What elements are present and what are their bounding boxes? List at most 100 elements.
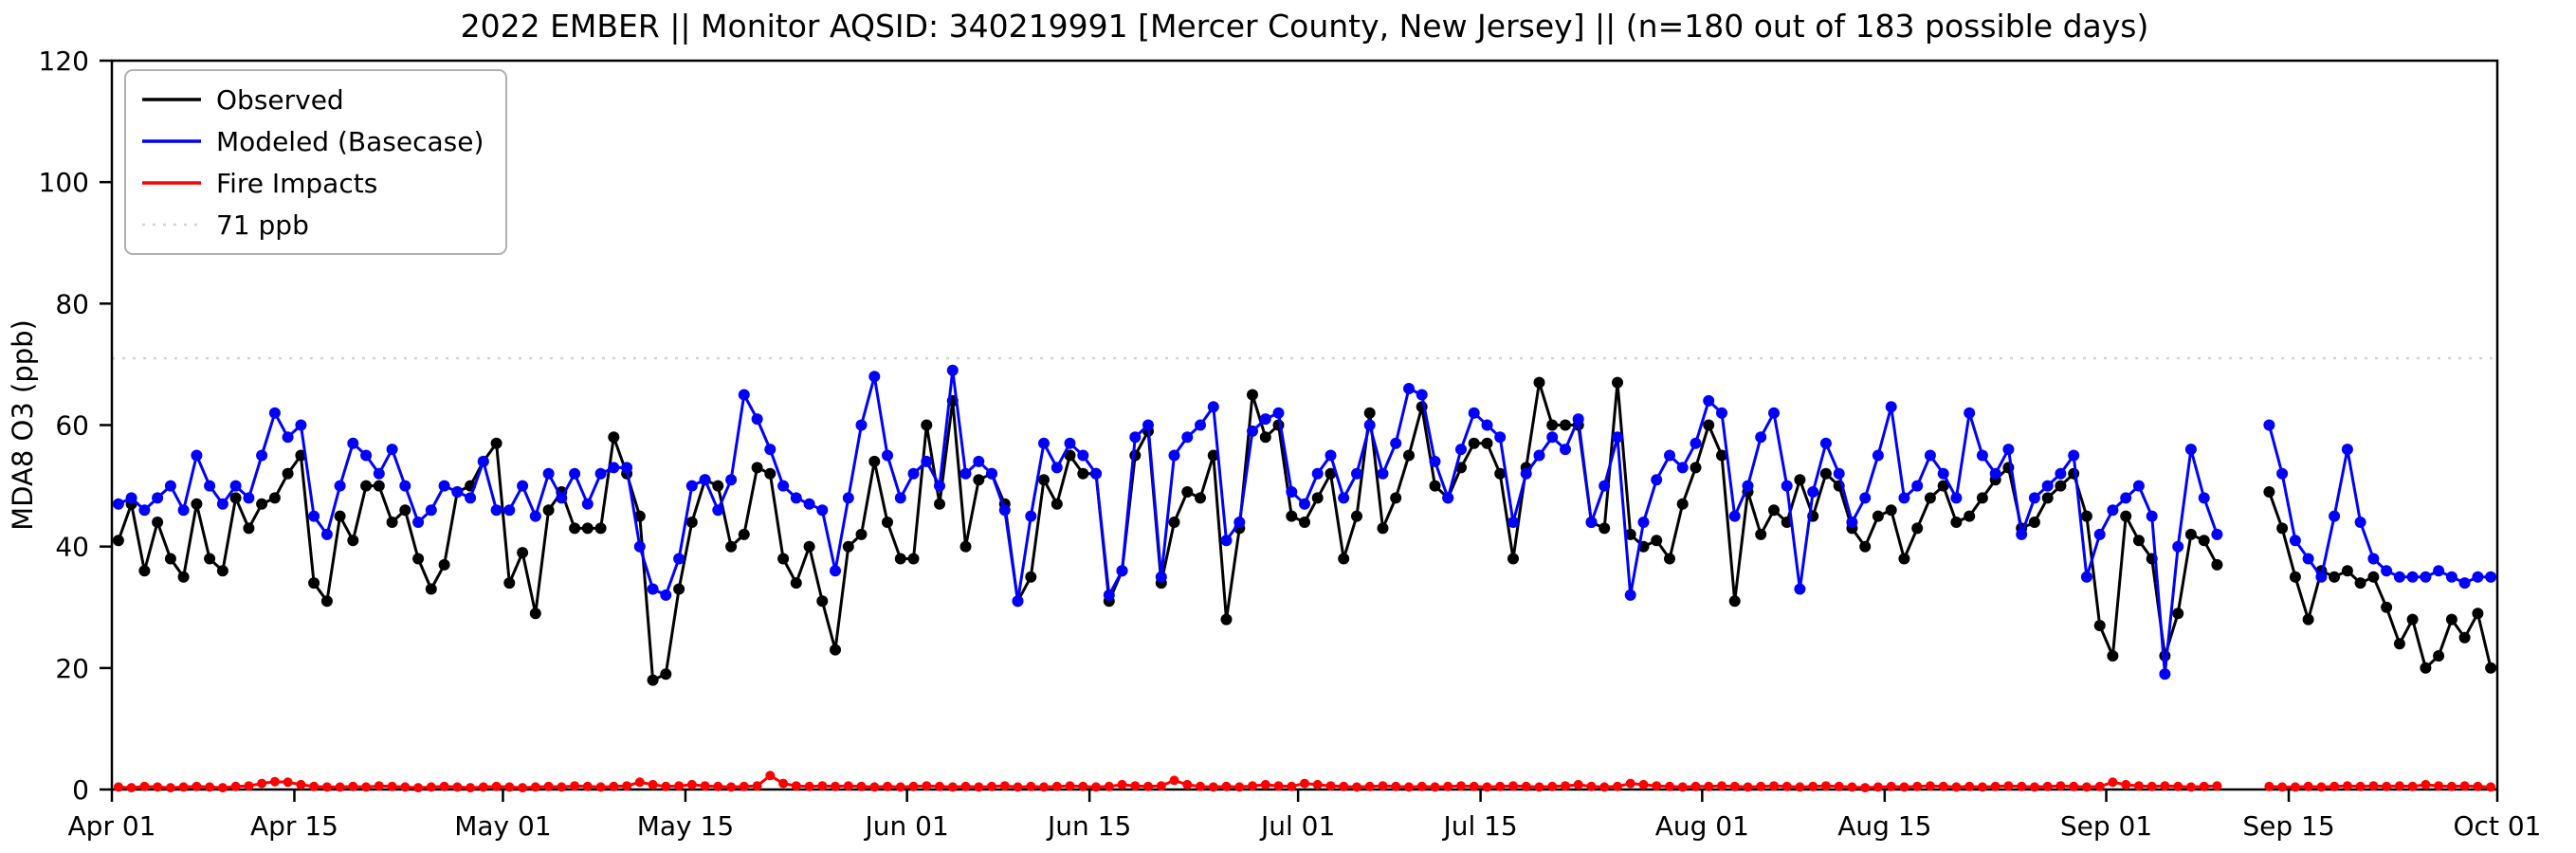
- data-point: [113, 782, 123, 792]
- data-point: [2367, 553, 2380, 565]
- data-point: [595, 782, 606, 792]
- data-point: [2080, 510, 2092, 522]
- data-point: [842, 492, 854, 504]
- x-tick-label: Jul 15: [1441, 810, 1517, 842]
- data-point: [1351, 467, 1362, 480]
- data-point: [713, 781, 723, 791]
- data-point: [269, 776, 280, 787]
- data-point: [268, 492, 281, 504]
- data-point: [2485, 662, 2497, 674]
- data-point: [2302, 613, 2314, 626]
- data-point: [1899, 782, 1909, 792]
- data-point: [882, 449, 893, 462]
- data-point: [230, 781, 241, 791]
- data-point: [1521, 781, 1531, 791]
- data-point: [1625, 778, 1635, 789]
- data-point: [1534, 782, 1544, 792]
- data-point: [1560, 419, 1571, 431]
- data-point: [1624, 589, 1636, 601]
- data-point: [1819, 437, 1832, 449]
- data-point: [1416, 389, 1428, 401]
- data-point: [2160, 781, 2170, 791]
- data-point: [296, 779, 306, 789]
- data-point: [751, 413, 763, 426]
- data-point: [1196, 781, 1205, 791]
- data-point: [335, 782, 345, 792]
- data-point: [2029, 782, 2039, 792]
- data-point: [2055, 467, 2067, 480]
- data-point: [2055, 480, 2067, 492]
- data-point: [1898, 553, 1910, 565]
- data-point: [1703, 394, 1715, 407]
- data-point: [373, 467, 385, 480]
- data-point: [1717, 781, 1726, 791]
- data-point: [648, 779, 658, 789]
- data-point: [1859, 540, 1872, 553]
- data-point: [921, 455, 933, 467]
- data-point: [204, 553, 216, 565]
- data-point: [2028, 492, 2040, 504]
- data-point: [608, 431, 620, 444]
- data-point: [633, 540, 646, 553]
- data-point: [699, 474, 711, 486]
- data-point: [2133, 781, 2144, 791]
- data-point: [1259, 413, 1271, 426]
- data-point: [2341, 565, 2353, 577]
- data-point: [868, 455, 881, 467]
- data-point: [1716, 407, 1727, 419]
- data-point: [2093, 528, 2106, 540]
- data-point: [1050, 462, 1063, 474]
- data-point: [594, 522, 607, 535]
- data-point: [1378, 781, 1388, 791]
- data-point: [1039, 782, 1049, 792]
- data-point: [2132, 480, 2145, 492]
- data-point: [2263, 419, 2275, 431]
- data-point: [2107, 504, 2119, 517]
- data-point: [308, 577, 320, 590]
- series-line: [117, 381, 2493, 682]
- data-point: [1130, 781, 1141, 791]
- data-point: [2434, 781, 2444, 791]
- data-point: [2302, 553, 2314, 565]
- data-point: [633, 510, 646, 522]
- data-point: [817, 781, 828, 791]
- data-point: [1704, 781, 1714, 791]
- data-point: [1950, 517, 1963, 528]
- data-point: [830, 644, 841, 656]
- data-point: [2393, 571, 2405, 583]
- data-point: [1676, 462, 1689, 474]
- data-point: [2315, 571, 2328, 583]
- data-point: [490, 504, 502, 517]
- data-point: [830, 565, 841, 577]
- data-point: [529, 510, 541, 522]
- data-point: [1207, 449, 1219, 462]
- data-point: [2198, 492, 2210, 504]
- data-point: [256, 498, 268, 510]
- legend-label: Modeled (Basecase): [216, 126, 484, 157]
- data-point: [1938, 781, 1948, 791]
- data-point: [412, 553, 425, 565]
- y-tick-label: 20: [55, 653, 89, 684]
- data-point: [921, 419, 933, 431]
- data-point: [2264, 781, 2275, 791]
- data-point: [2107, 650, 2119, 662]
- data-point: [1728, 510, 1741, 522]
- data-point: [283, 777, 293, 788]
- data-point: [973, 455, 985, 467]
- data-point: [816, 595, 829, 608]
- data-point: [2368, 781, 2379, 791]
- data-point: [1104, 781, 1114, 791]
- data-point: [986, 467, 997, 480]
- data-point: [1182, 779, 1193, 789]
- y-tick-label: 120: [39, 45, 89, 77]
- data-point: [1560, 444, 1571, 456]
- data-point: [725, 474, 738, 486]
- data-point: [621, 462, 633, 474]
- data-point: [2055, 781, 2066, 791]
- data-point: [1781, 480, 1793, 492]
- data-point: [1377, 522, 1389, 535]
- data-point: [2120, 492, 2132, 504]
- data-point: [1051, 781, 1062, 791]
- data-point: [2184, 528, 2197, 540]
- data-point: [1311, 492, 1324, 504]
